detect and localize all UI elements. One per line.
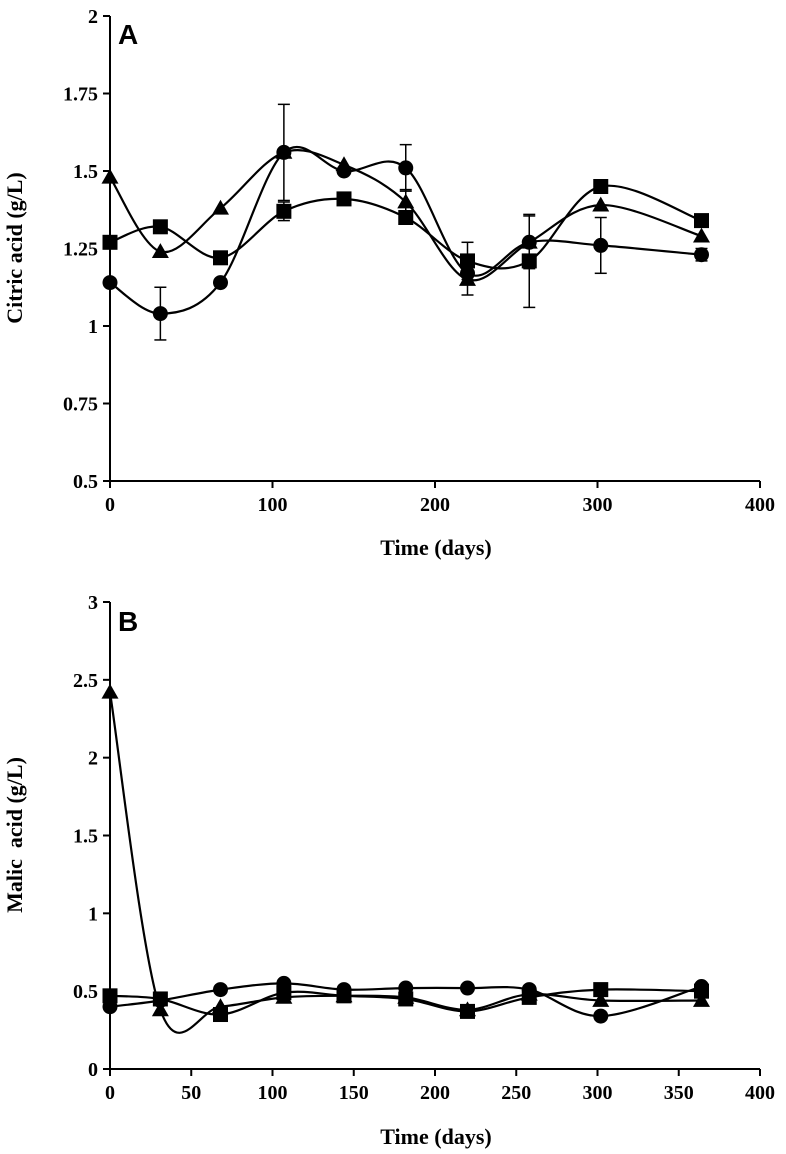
panel-a-y-tick-label: 0.75	[63, 394, 98, 416]
panel-b-square-marker	[593, 982, 609, 998]
panel-b-malic-acid-chart: 0 50 100 150 200 250 300 350 400 0 0.5 1 1.5 2 2.5 3 B…	[2, 592, 775, 1149]
panel-a-square-marker	[276, 203, 292, 219]
panel-b-triangle-marker	[693, 992, 710, 1007]
panel-b-triangle-marker	[151, 1001, 169, 1017]
panel-a-circle-marker	[152, 306, 168, 322]
panel-a-x-tick-label: 300	[583, 494, 613, 516]
panel-b-x-tick-label: 0	[105, 1082, 115, 1104]
panel-a-triangle-marker	[151, 243, 169, 258]
panel-b-circle-marker	[521, 982, 537, 998]
panel-a-x-tick-label: 400	[745, 494, 775, 516]
panel-a-x-tick-label: 0	[105, 494, 115, 516]
panel-b-y-tick-label: 3	[88, 592, 98, 614]
panel-b-y-axis-title: Malic acid (g/L)	[2, 757, 27, 913]
panel-a-y-tick-label: 1.5	[73, 161, 98, 183]
panel-a-circle-marker	[460, 265, 475, 281]
panel-b-circle-marker	[336, 982, 352, 998]
panel-a-square-marker	[336, 191, 352, 207]
panel-a-x-tick-label: 100	[258, 494, 288, 516]
panel-a-circle-marker	[336, 163, 352, 179]
panel-a-square-marker	[593, 179, 609, 194]
panel-a-triangle-marker	[212, 199, 229, 215]
panel-b-triangle-marker	[592, 992, 610, 1007]
panel-b-circle-marker	[152, 993, 168, 1009]
panel-b-y-tick-label: 1.5	[73, 826, 98, 848]
panel-b-x-tick-label: 50	[181, 1082, 201, 1104]
panel-b-y-tick-label: 2	[88, 748, 98, 770]
panel-b-circle-series-line	[109, 982, 702, 1018]
panel-b-circle-marker	[460, 980, 475, 996]
panel-b-triangle-marker	[275, 988, 293, 1004]
panel-b-y-ticks: 0 0.5 1 1.5 2 2.5 3	[73, 592, 110, 1081]
panel-a-y-tick-label: 1.25	[63, 239, 98, 261]
panel-a-circle-marker	[521, 234, 537, 250]
panel-b-y-tick-label: 0	[88, 1059, 98, 1081]
panel-a-circle-marker	[694, 247, 709, 263]
panel-a-y-tick-label: 1	[88, 316, 98, 338]
panel-b-circle-marker	[276, 975, 292, 991]
panel-b-circle-marker	[213, 982, 228, 998]
panel-a-circle-marker	[276, 144, 292, 160]
panel-a-circle-marker	[398, 160, 414, 176]
panel-a-square-marker	[152, 219, 168, 235]
panel-a-y-tick-label: 0.5	[73, 471, 98, 493]
panel-a-square-marker	[213, 250, 228, 266]
panel-b-square-series-line	[109, 988, 702, 1016]
panel-a-triangle-series-line	[109, 149, 702, 282]
panel-a-citric-acid-chart: 0 100 200 300 400 0.5 0.75 1 1.25 1.5 1.75 2 A Tim…	[2, 6, 775, 560]
panel-a-triangle-marker	[397, 193, 415, 209]
panel-a-triangle-marker	[592, 196, 610, 212]
panel-b-x-ticks: 0 50 100 150 200 250 300 350 400	[105, 1069, 775, 1104]
panel-a-y-tick-label: 1.75	[63, 84, 98, 106]
panel-a-axes: 0 100 200 300 400 0.5 0.75 1 1.25 1.5 1.75 2	[63, 6, 775, 516]
panel-a-square-marker	[694, 213, 709, 229]
panel-b-y-tick-label: 1	[88, 903, 98, 925]
panel-b-x-tick-label: 400	[745, 1082, 775, 1104]
panel-b-x-tick-label: 250	[501, 1082, 531, 1104]
panel-a-x-axis-title: Time (days)	[380, 535, 491, 560]
panel-b-x-tick-label: 350	[664, 1082, 694, 1104]
panel-a-circle-marker	[213, 275, 228, 291]
panel-b-label: B	[118, 606, 138, 637]
panel-b-circle-marker	[398, 980, 414, 996]
panel-a-y-tick-label: 2	[88, 6, 98, 28]
panel-b-y-tick-label: 2.5	[73, 670, 98, 692]
panel-a-circle-series-line	[109, 145, 702, 315]
panel-b-y-tick-label: 0.5	[73, 981, 98, 1003]
panel-b-x-axis-title: Time (days)	[380, 1124, 491, 1149]
panel-b-x-tick-label: 300	[583, 1082, 613, 1104]
panel-a-x-tick-label: 200	[420, 494, 450, 516]
panel-b-circle-marker	[593, 1008, 609, 1024]
panel-a-label: A	[118, 19, 138, 50]
panel-a-square-series-line	[109, 184, 702, 270]
panel-a-x-ticks: 0 100 200 300 400	[105, 481, 775, 516]
panel-b-series	[101, 683, 710, 1034]
panel-b-axes: 0 50 100 150 200 250 300 350 400 0 0.5 1 1.5 2 2.5 3	[73, 592, 775, 1104]
panel-b-x-tick-label: 100	[258, 1082, 288, 1104]
panel-b-triangle-marker	[212, 998, 229, 1014]
panel-b-x-tick-label: 200	[420, 1082, 450, 1104]
panel-a-y-ticks: 0.5 0.75 1 1.25 1.5 1.75 2	[63, 6, 110, 493]
panel-a-y-axis-title: Citric acid (g/L)	[2, 172, 27, 324]
panel-b-x-tick-label: 150	[339, 1082, 369, 1104]
panel-b-circle-marker	[694, 978, 709, 994]
panel-a-series	[101, 103, 710, 341]
panel-b-triangle-marker	[459, 1001, 476, 1017]
panel-a-circle-marker	[593, 237, 609, 253]
panel-a-triangle-marker	[693, 227, 710, 243]
panel-b-triangle-marker	[397, 988, 415, 1004]
